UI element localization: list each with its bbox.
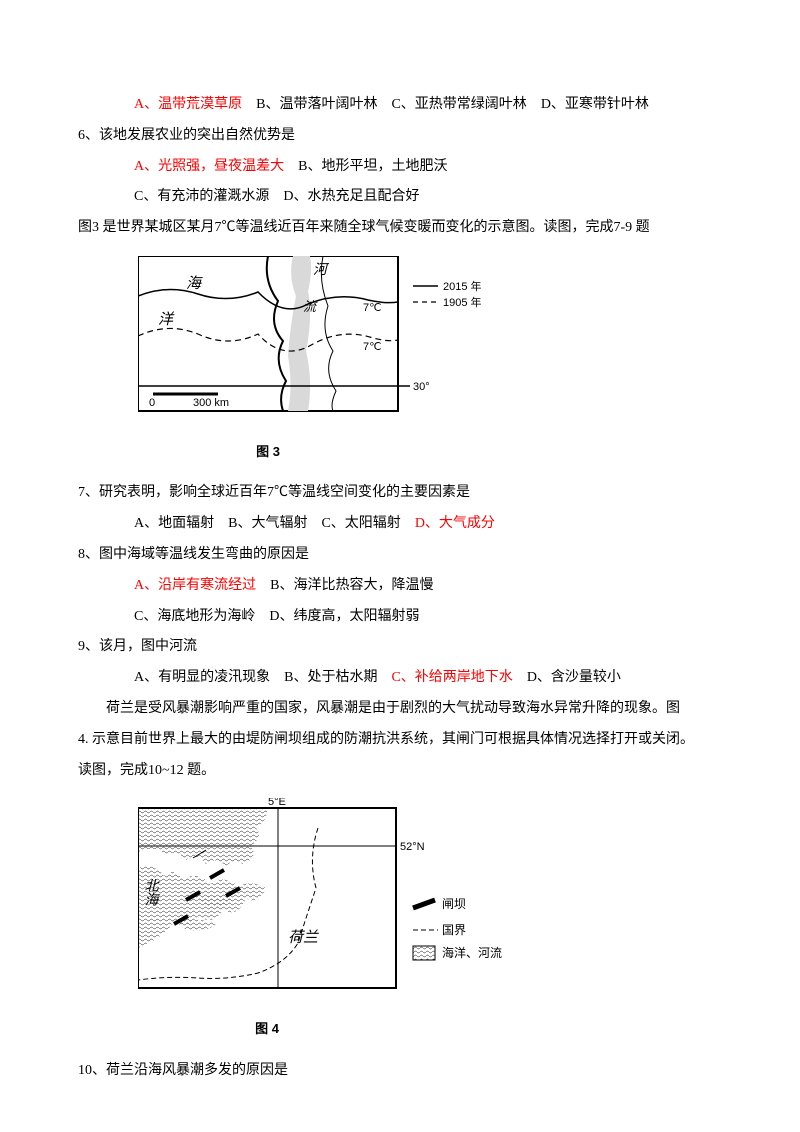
svg-text:国界: 国界 xyxy=(442,923,466,937)
q9-option-a: A、有明显的凌汛现象 xyxy=(134,670,270,685)
svg-text:300 km: 300 km xyxy=(193,397,229,409)
fig4-number: 4. xyxy=(78,732,89,747)
q9-option-b: B、处于枯水期 xyxy=(284,670,377,685)
q5-option-d: D、亚寒带针叶林 xyxy=(541,97,649,112)
q7-option-d: D、大气成分 xyxy=(415,516,495,531)
figure-3-caption: 图 3 xyxy=(138,438,398,467)
svg-text:海洋、河流: 海洋、河流 xyxy=(442,945,502,960)
figure-3-svg: 0 300 km 海 洋 河 流 7℃ 7℃ 2015 年 1905 年 30° xyxy=(138,256,488,421)
q6-option-a: A、光照强，昼夜温差大 xyxy=(134,159,284,174)
intro-10-p3: 读图，完成10~12 题。 xyxy=(78,756,722,787)
figure-3: 0 300 km 海 洋 河 流 7℃ 7℃ 2015 年 1905 年 30° xyxy=(138,256,488,421)
svg-text:52°N: 52°N xyxy=(400,841,425,853)
q7-stem: 7、研究表明，影响全球近百年7℃等温线空间变化的主要因素是 xyxy=(78,478,722,509)
q8-option-b: B、海洋比热容大，降温慢 xyxy=(270,578,433,593)
q8-option-d: D、纬度高，太阳辐射弱 xyxy=(269,609,419,624)
figure-4-block: 5°E 52°N 北海 荷兰 闸坝 国界 海洋、河流 图 4 xyxy=(138,798,722,1043)
intro-10-p2-text: 示意目前世界上最大的由堤防闸坝组成的防潮抗洪系统，其闸门可根据具体情况选择打开或… xyxy=(92,732,694,747)
svg-text:2015 年: 2015 年 xyxy=(443,279,482,293)
q9-options-line: A、有明显的凌汛现象 B、处于枯水期 C、补给两岸地下水 D、含沙量较小 xyxy=(78,663,722,694)
svg-text:闸坝: 闸坝 xyxy=(442,897,466,911)
svg-text:荷兰: 荷兰 xyxy=(288,929,319,946)
q9-stem: 9、该月，图中河流 xyxy=(78,632,722,663)
svg-text:1905 年: 1905 年 xyxy=(443,295,482,309)
svg-text:洋: 洋 xyxy=(158,311,175,328)
q7-options-line: A、地面辐射 B、大气辐射 C、太阳辐射 D、大气成分 xyxy=(78,509,722,540)
svg-text:7℃: 7℃ xyxy=(363,302,381,314)
q6-option-d: D、水热充足且配合好 xyxy=(283,189,419,204)
intro-7-9: 图3 是世界某城区某月7℃等温线近百年来随全球气候变暖而变化的示意图。读图，完成… xyxy=(78,213,722,244)
q5-option-a: A、温带荒漠草原 xyxy=(134,97,242,112)
figure-3-block: 0 300 km 海 洋 河 流 7℃ 7℃ 2015 年 1905 年 30°… xyxy=(138,256,722,466)
svg-text:海: 海 xyxy=(186,275,203,292)
q6-option-c: C、有充沛的灌溉水源 xyxy=(134,189,269,204)
svg-text:0: 0 xyxy=(149,397,155,409)
svg-text:北海: 北海 xyxy=(143,878,159,906)
q6-options-line1: A、光照强，昼夜温差大 B、地形平坦，土地肥沃 xyxy=(78,152,722,183)
svg-text:5°E: 5°E xyxy=(268,798,286,808)
q8-option-c: C、海底地形为海岭 xyxy=(134,609,255,624)
q9-option-d: D、含沙量较小 xyxy=(527,670,621,685)
q8-options-line2: C、海底地形为海岭 D、纬度高，太阳辐射弱 xyxy=(78,602,722,633)
q5-options-line: A、温带荒漠草原 B、温带落叶阔叶林 C、亚热带常绿阔叶林 D、亚寒带针叶林 xyxy=(78,90,722,121)
q10-stem: 10、荷兰沿海风暴潮多发的原因是 xyxy=(78,1056,722,1087)
q8-option-a: A、沿岸有寒流经过 xyxy=(134,578,256,593)
q5-option-c: C、亚热带常绿阔叶林 xyxy=(391,97,526,112)
svg-text:30°: 30° xyxy=(413,381,430,393)
figure-4: 5°E 52°N 北海 荷兰 闸坝 国界 海洋、河流 xyxy=(138,798,508,998)
q8-stem: 8、图中海域等温线发生弯曲的原因是 xyxy=(78,540,722,571)
q9-option-c: C、补给两岸地下水 xyxy=(391,670,512,685)
intro-10-p1: 荷兰是受风暴潮影响严重的国家，风暴潮是由于剧烈的大气扰动导致海水异常升降的现象。… xyxy=(78,694,722,725)
q6-stem: 6、该地发展农业的突出自然优势是 xyxy=(78,121,722,152)
figure-4-svg: 5°E 52°N 北海 荷兰 闸坝 国界 海洋、河流 xyxy=(138,798,508,998)
q7-option-b: B、大气辐射 xyxy=(228,516,307,531)
q7-option-a: A、地面辐射 xyxy=(134,516,214,531)
q6-option-b: B、地形平坦，土地肥沃 xyxy=(298,159,447,174)
q7-option-c: C、太阳辐射 xyxy=(321,516,400,531)
q8-options-line1: A、沿岸有寒流经过 B、海洋比热容大，降温慢 xyxy=(78,571,722,602)
q5-option-b: B、温带落叶阔叶林 xyxy=(256,97,377,112)
svg-text:7℃: 7℃ xyxy=(363,341,381,353)
q6-options-line2: C、有充沛的灌溉水源 D、水热充足且配合好 xyxy=(78,182,722,213)
svg-text:流: 流 xyxy=(303,299,318,314)
intro-10-p2: 4. 示意目前世界上最大的由堤防闸坝组成的防潮抗洪系统，其闸门可根据具体情况选择… xyxy=(78,725,722,756)
figure-4-caption: 图 4 xyxy=(138,1015,396,1044)
